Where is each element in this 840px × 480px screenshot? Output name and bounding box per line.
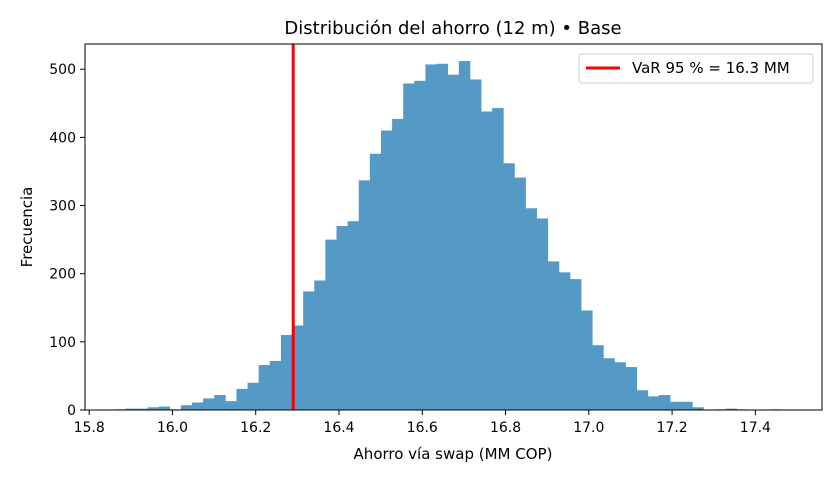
- x-tick-label: 16.8: [490, 420, 521, 436]
- legend-box: [578, 53, 814, 84]
- histogram-bar: [558, 272, 571, 410]
- x-tick-label: 16.6: [407, 420, 438, 436]
- histogram-bar: [603, 358, 615, 410]
- histogram-bar: [369, 153, 382, 410]
- histogram-bar: [336, 225, 349, 410]
- histogram-bar: [380, 130, 393, 410]
- x-tick-label: 17.0: [573, 420, 604, 436]
- histogram-bar: [436, 63, 449, 411]
- histogram-bar: [492, 108, 504, 410]
- chart-title: Distribución del ahorro (12 m) • Base: [284, 18, 621, 39]
- y-tick-label: 200: [49, 267, 76, 283]
- histogram-bar: [536, 218, 549, 410]
- x-tick-label: 17.2: [657, 420, 688, 436]
- x-tick-label: 16.0: [157, 420, 188, 436]
- y-tick-label: 400: [49, 130, 76, 146]
- histogram-bar: [225, 401, 237, 410]
- histogram-bar: [458, 61, 471, 411]
- histogram-bar: [292, 325, 304, 410]
- histogram-bar: [247, 382, 260, 410]
- x-tick-label: 15.8: [74, 420, 105, 436]
- histogram-bar: [158, 406, 171, 410]
- legend: VaR 95 % = 16.3 MM: [578, 53, 814, 84]
- histogram-bar: [136, 408, 148, 410]
- histogram-bar: [481, 111, 493, 411]
- histogram-bar: [503, 163, 515, 410]
- histogram-bar: [658, 395, 671, 410]
- histogram-bar: [447, 74, 460, 411]
- histogram-bar: [392, 118, 404, 410]
- histogram-bar: [514, 177, 526, 410]
- histogram-bar: [214, 395, 226, 410]
- histogram-bar: [414, 80, 426, 410]
- histogram-bar: [625, 367, 638, 410]
- y-tick-label: 300: [49, 199, 76, 215]
- histogram-bar: [325, 239, 337, 410]
- histogram-bar: [147, 407, 160, 410]
- histogram-bar: [581, 310, 593, 410]
- histogram-bar: [403, 83, 415, 410]
- histogram-bar: [425, 64, 437, 410]
- histogram-bar: [469, 79, 482, 410]
- histogram-bar: [569, 279, 582, 410]
- histogram-bar: [314, 280, 326, 410]
- histogram-bar: [358, 180, 371, 410]
- histogram-bar: [670, 401, 682, 410]
- x-tick-label: 17.4: [740, 420, 771, 436]
- histogram-bar: [725, 408, 738, 410]
- histogram-bar: [236, 388, 248, 410]
- histogram-bar: [347, 221, 360, 410]
- histogram-bar: [614, 362, 626, 410]
- histogram-bar: [592, 345, 604, 410]
- histogram-bars: [114, 61, 782, 411]
- histogram-bar: [258, 365, 271, 410]
- y-axis-ticks: 0 100 200 300 400 500: [49, 62, 85, 419]
- x-tick-label: 16.2: [240, 420, 271, 436]
- x-axis-ticks: 15.8 16.0 16.2 16.4 16.6 16.8 17.0 17.2 17.4: [74, 410, 771, 436]
- legend-label: VaR 95 % = 16.3 MM: [632, 59, 790, 77]
- histogram-bar: [280, 335, 293, 410]
- histogram-bar: [681, 401, 693, 410]
- y-tick-label: 500: [49, 62, 76, 78]
- y-tick-label: 0: [67, 403, 76, 419]
- histogram-bar: [547, 261, 560, 410]
- histogram-bar: [303, 291, 315, 410]
- y-tick-label: 100: [49, 335, 76, 351]
- histogram-bar: [692, 407, 704, 410]
- histogram-bar: [203, 398, 215, 410]
- histogram-bar: [269, 360, 282, 410]
- x-axis-label: Ahorro vía swap (MM COP): [354, 445, 553, 463]
- histogram-bar: [191, 402, 204, 410]
- y-axis-label: Frecuencia: [18, 187, 36, 268]
- histogram-bar: [636, 390, 649, 410]
- histogram-bar: [180, 405, 193, 410]
- x-tick-label: 16.4: [323, 420, 354, 436]
- histogram-bar: [125, 408, 137, 410]
- plot-frame: [84, 43, 823, 411]
- histogram-bar: [525, 208, 538, 410]
- histogram-bar: [647, 396, 660, 410]
